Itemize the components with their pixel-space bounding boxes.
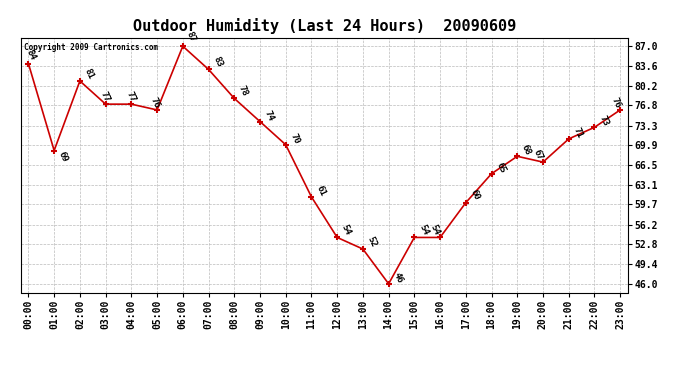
Text: 73: 73 bbox=[598, 114, 610, 128]
Text: 74: 74 bbox=[263, 109, 275, 122]
Text: 54: 54 bbox=[340, 223, 353, 237]
Text: 52: 52 bbox=[366, 235, 378, 248]
Text: 87: 87 bbox=[184, 30, 197, 44]
Text: 81: 81 bbox=[83, 67, 95, 80]
Text: 77: 77 bbox=[124, 90, 137, 104]
Text: 67: 67 bbox=[532, 148, 544, 161]
Text: 54: 54 bbox=[417, 223, 430, 237]
Text: 69: 69 bbox=[57, 150, 70, 164]
Text: 70: 70 bbox=[288, 132, 301, 146]
Text: 76: 76 bbox=[149, 96, 161, 109]
Text: 71: 71 bbox=[571, 126, 584, 140]
Text: 84: 84 bbox=[24, 48, 37, 62]
Text: Copyright 2009 Cartronics.com: Copyright 2009 Cartronics.com bbox=[23, 43, 158, 52]
Text: 68: 68 bbox=[520, 143, 533, 157]
Text: 60: 60 bbox=[469, 188, 482, 202]
Text: 78: 78 bbox=[237, 84, 250, 98]
Text: 83: 83 bbox=[211, 55, 224, 69]
Text: 54: 54 bbox=[429, 223, 442, 237]
Text: 46: 46 bbox=[391, 271, 404, 284]
Text: 76: 76 bbox=[609, 96, 622, 109]
Title: Outdoor Humidity (Last 24 Hours)  20090609: Outdoor Humidity (Last 24 Hours) 2009060… bbox=[132, 18, 516, 33]
Text: 77: 77 bbox=[99, 90, 111, 104]
Text: 61: 61 bbox=[314, 184, 327, 198]
Text: 65: 65 bbox=[494, 161, 507, 174]
